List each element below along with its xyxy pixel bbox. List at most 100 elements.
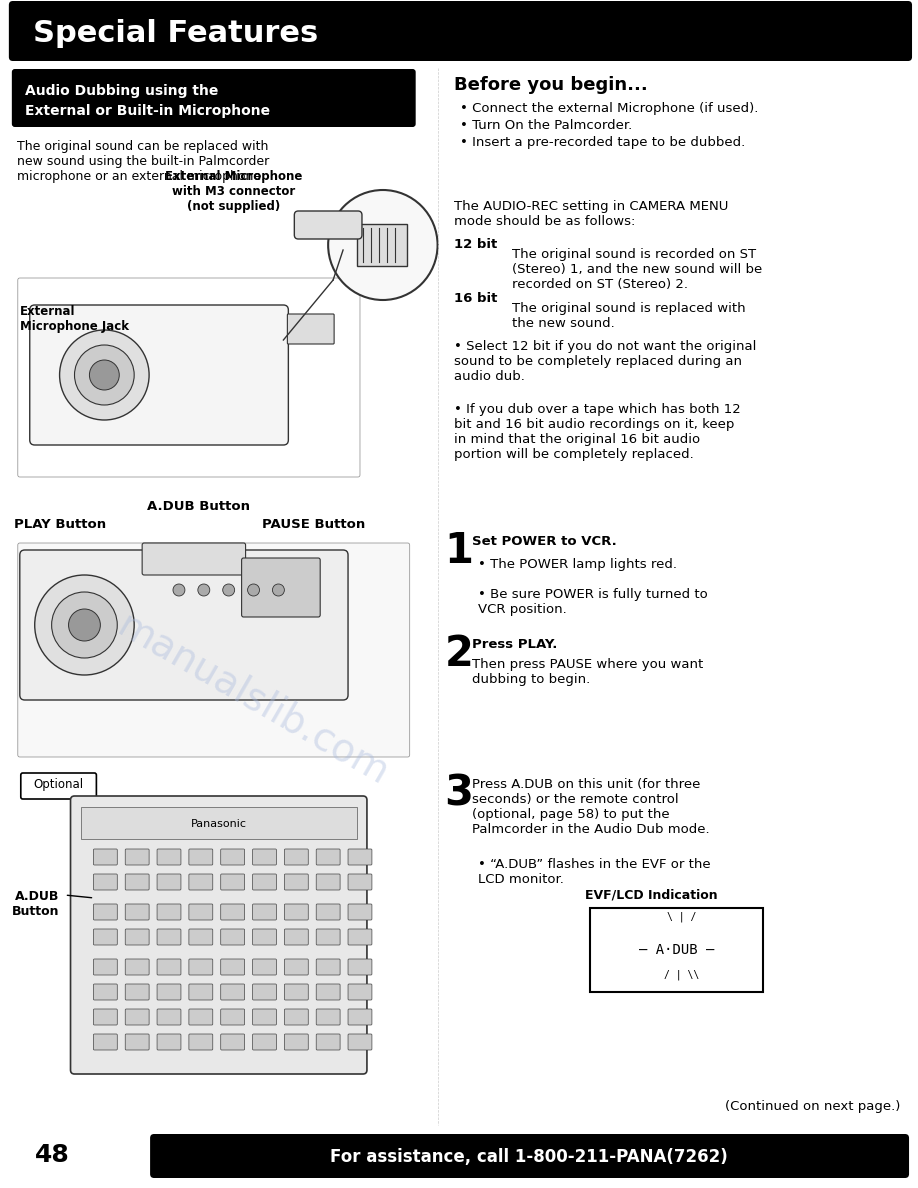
Text: The original sound is recorded on ST
(Stereo) 1, and the new sound will be
recor: The original sound is recorded on ST (St… [512, 248, 763, 291]
FancyBboxPatch shape [151, 1135, 909, 1178]
FancyBboxPatch shape [71, 796, 367, 1074]
FancyBboxPatch shape [589, 908, 763, 992]
Text: • Be sure POWER is fully turned to
VCR position.: • Be sure POWER is fully turned to VCR p… [478, 588, 708, 617]
FancyBboxPatch shape [125, 1034, 149, 1050]
Text: Panasonic: Panasonic [191, 819, 247, 829]
Text: External Microphone
with M3 connector
(not supplied): External Microphone with M3 connector (n… [165, 170, 302, 213]
FancyBboxPatch shape [157, 874, 181, 890]
FancyBboxPatch shape [220, 959, 244, 975]
Circle shape [60, 330, 149, 421]
FancyBboxPatch shape [125, 959, 149, 975]
Text: The original sound can be replaced with
new sound using the built-in Palmcorder
: The original sound can be replaced with … [17, 140, 269, 183]
FancyBboxPatch shape [285, 1009, 308, 1025]
FancyBboxPatch shape [316, 849, 340, 865]
Circle shape [198, 584, 210, 596]
FancyBboxPatch shape [316, 904, 340, 920]
FancyBboxPatch shape [220, 929, 244, 944]
FancyBboxPatch shape [125, 874, 149, 890]
FancyBboxPatch shape [241, 558, 320, 617]
FancyBboxPatch shape [348, 959, 372, 975]
FancyBboxPatch shape [348, 929, 372, 944]
FancyBboxPatch shape [189, 1009, 213, 1025]
FancyBboxPatch shape [189, 1034, 213, 1050]
Text: • Connect the external Microphone (if used).: • Connect the external Microphone (if us… [461, 102, 759, 115]
Text: 16 bit: 16 bit [454, 292, 498, 305]
Text: Press PLAY.: Press PLAY. [473, 638, 558, 651]
FancyBboxPatch shape [94, 874, 118, 890]
FancyBboxPatch shape [285, 904, 308, 920]
Circle shape [74, 345, 134, 405]
FancyBboxPatch shape [9, 1, 912, 61]
FancyBboxPatch shape [21, 773, 96, 800]
FancyBboxPatch shape [189, 849, 213, 865]
FancyBboxPatch shape [157, 904, 181, 920]
Circle shape [51, 592, 118, 658]
Circle shape [173, 584, 185, 596]
Text: 48: 48 [35, 1143, 70, 1167]
FancyBboxPatch shape [220, 849, 244, 865]
Text: Then press PAUSE where you want
dubbing to begin.: Then press PAUSE where you want dubbing … [473, 658, 703, 685]
Text: 1: 1 [444, 530, 474, 571]
FancyBboxPatch shape [287, 314, 334, 345]
FancyBboxPatch shape [94, 984, 118, 1000]
FancyBboxPatch shape [252, 1009, 276, 1025]
Text: 2: 2 [444, 633, 474, 675]
Text: A.DUB
Button: A.DUB Button [12, 890, 60, 918]
Text: Before you begin...: Before you begin... [454, 76, 648, 94]
FancyBboxPatch shape [12, 69, 416, 127]
Circle shape [248, 584, 260, 596]
Text: Optional: Optional [34, 778, 84, 791]
FancyBboxPatch shape [316, 984, 340, 1000]
FancyBboxPatch shape [220, 904, 244, 920]
FancyBboxPatch shape [316, 874, 340, 890]
FancyBboxPatch shape [20, 550, 348, 700]
FancyBboxPatch shape [348, 1034, 372, 1050]
Text: / | \\: / | \\ [664, 969, 699, 980]
FancyBboxPatch shape [17, 543, 409, 757]
Text: PLAY Button: PLAY Button [14, 518, 106, 531]
Text: • Turn On the Palmcorder.: • Turn On the Palmcorder. [461, 119, 633, 132]
FancyBboxPatch shape [316, 1034, 340, 1050]
Text: 3: 3 [444, 773, 474, 815]
FancyBboxPatch shape [348, 904, 372, 920]
FancyBboxPatch shape [348, 874, 372, 890]
FancyBboxPatch shape [189, 874, 213, 890]
FancyBboxPatch shape [157, 959, 181, 975]
FancyBboxPatch shape [125, 1009, 149, 1025]
FancyBboxPatch shape [252, 874, 276, 890]
FancyBboxPatch shape [157, 929, 181, 944]
FancyBboxPatch shape [252, 849, 276, 865]
FancyBboxPatch shape [142, 543, 246, 575]
Text: Special Features: Special Features [33, 19, 318, 48]
Circle shape [273, 584, 285, 596]
FancyBboxPatch shape [285, 984, 308, 1000]
FancyBboxPatch shape [316, 929, 340, 944]
FancyBboxPatch shape [189, 984, 213, 1000]
Text: The original sound is replaced with
the new sound.: The original sound is replaced with the … [512, 302, 745, 330]
FancyBboxPatch shape [295, 211, 362, 239]
Text: manualslib.com: manualslib.com [111, 607, 396, 794]
Circle shape [69, 609, 100, 642]
FancyBboxPatch shape [94, 904, 118, 920]
FancyBboxPatch shape [125, 984, 149, 1000]
FancyBboxPatch shape [252, 984, 276, 1000]
Text: A.DUB Button: A.DUB Button [148, 500, 251, 513]
Text: 12 bit: 12 bit [454, 238, 498, 251]
FancyBboxPatch shape [252, 904, 276, 920]
Text: Set POWER to VCR.: Set POWER to VCR. [473, 535, 617, 548]
FancyBboxPatch shape [157, 984, 181, 1000]
Text: • “A.DUB” flashes in the EVF or the
LCD monitor.: • “A.DUB” flashes in the EVF or the LCD … [478, 858, 711, 886]
Text: External
Microphone Jack: External Microphone Jack [20, 305, 129, 333]
Text: EVF/LCD Indication: EVF/LCD Indication [585, 887, 718, 901]
FancyBboxPatch shape [29, 305, 288, 446]
FancyBboxPatch shape [252, 959, 276, 975]
FancyBboxPatch shape [157, 1034, 181, 1050]
FancyBboxPatch shape [285, 1034, 308, 1050]
Text: • If you dub over a tape which has both 12
bit and 16 bit audio recordings on it: • If you dub over a tape which has both … [454, 403, 741, 461]
FancyBboxPatch shape [285, 929, 308, 944]
Circle shape [223, 584, 235, 596]
Text: (Continued on next page.): (Continued on next page.) [724, 1100, 900, 1113]
FancyBboxPatch shape [125, 904, 149, 920]
Text: The AUDIO-REC setting in CAMERA MENU
mode should be as follows:: The AUDIO-REC setting in CAMERA MENU mod… [454, 200, 729, 228]
FancyBboxPatch shape [220, 874, 244, 890]
